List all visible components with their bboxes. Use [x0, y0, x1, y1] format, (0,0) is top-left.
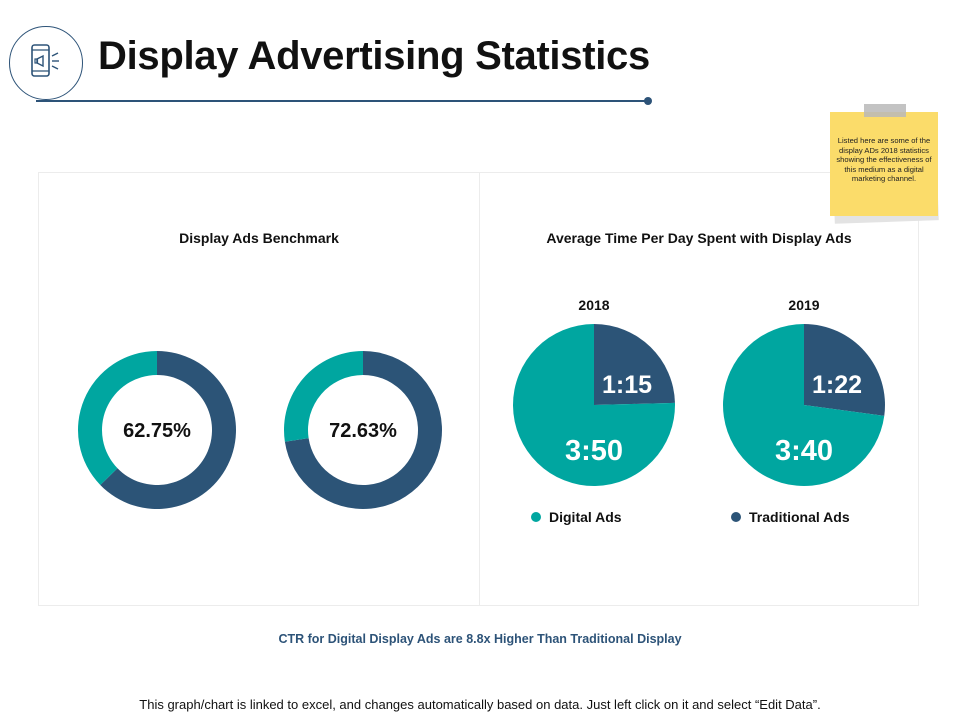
pie-2018-traditional-slice — [594, 324, 675, 405]
donut-2-center-label: 72.63% — [329, 420, 397, 442]
donut-2-traditional-segment — [284, 351, 442, 509]
pie-2018-digital-value: 3:50 — [565, 435, 623, 467]
sticky-note: Listed here are some of the display ADs … — [830, 112, 938, 216]
pie-2019-year-label: 2019 — [788, 297, 819, 313]
pie-2019-traditional-slice — [804, 324, 885, 416]
donut-2-digital-segment — [283, 351, 363, 442]
benchmark-chart-title: Display Ads Benchmark — [179, 230, 339, 246]
pie-2019-traditional-value: 1:22 — [812, 371, 862, 399]
legend-traditional-ads-marker — [731, 512, 741, 522]
title-divider-dot — [644, 97, 652, 105]
ctr-note: CTR for Digital Display Ads are 8.8x Hig… — [278, 632, 682, 646]
phone-megaphone-icon — [31, 44, 59, 77]
donut-1-center-label: 62.75% — [123, 420, 191, 442]
pie-2018-year-label: 2018 — [578, 297, 609, 313]
donut-1-traditional-segment — [100, 351, 236, 509]
time-spent-chart-title: Average Time Per Day Spent with Display … — [546, 230, 852, 246]
legend-traditional-ads-label: Traditional Ads — [749, 509, 850, 525]
logo-badge — [9, 26, 83, 100]
sticky-note-tape — [864, 104, 906, 117]
legend-digital-ads-marker — [531, 512, 541, 522]
excel-disclaimer: This graph/chart is linked to excel, and… — [139, 697, 821, 712]
pie-2018-traditional-value: 1:15 — [602, 371, 652, 399]
pie-2019-digital-slice — [722, 324, 885, 487]
page-title: Display Advertising Statistics — [98, 34, 650, 78]
title-divider — [36, 100, 648, 102]
pie-2018-digital-slice — [513, 324, 675, 487]
pie-2019-digital-value: 3:40 — [775, 435, 833, 467]
legend-digital-ads-label: Digital Ads — [549, 509, 622, 525]
donut-1-digital-segment — [78, 351, 157, 485]
